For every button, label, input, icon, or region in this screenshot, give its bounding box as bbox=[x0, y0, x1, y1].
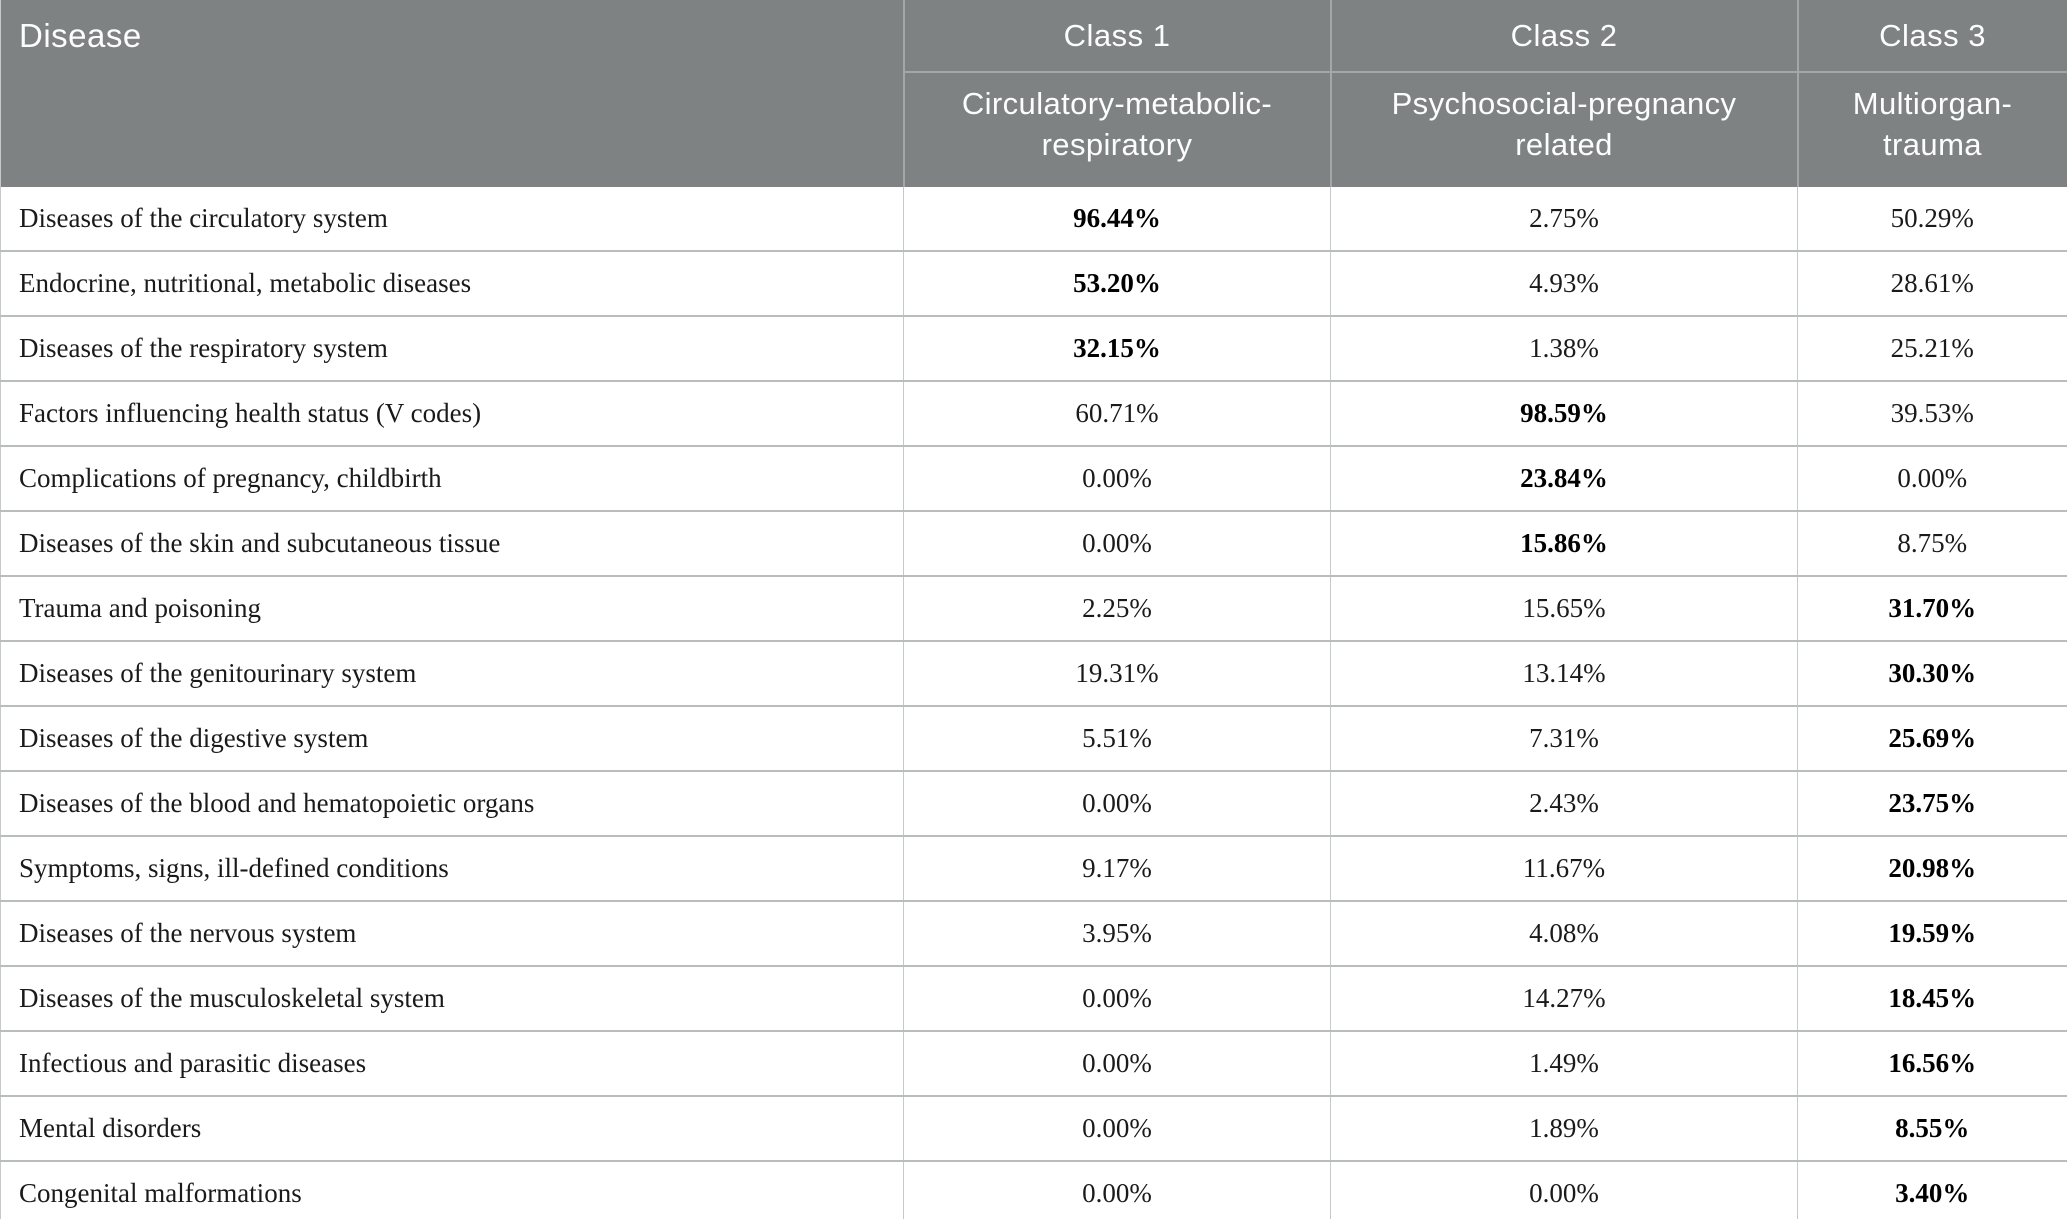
class-2-probability-cell: 4.93% bbox=[1330, 251, 1798, 317]
class-1-probability-cell: 0.00% bbox=[903, 511, 1331, 577]
class-1-probability-cell: 96.44% bbox=[903, 187, 1331, 252]
table-row: Endocrine, nutritional, metabolic diseas… bbox=[0, 251, 2067, 317]
class-1-probability-cell: 0.00% bbox=[903, 771, 1331, 837]
class-2-probability-cell: 14.27% bbox=[1330, 966, 1798, 1032]
class-3-probability-cell: 16.56% bbox=[1797, 1031, 2067, 1097]
class-3-probability-cell: 23.75% bbox=[1797, 771, 2067, 837]
table-row: Symptoms, signs, ill-defined conditions … bbox=[0, 836, 2067, 902]
class-2-probability-cell: 7.31% bbox=[1330, 706, 1798, 772]
class-3-probability-cell: 30.30% bbox=[1797, 641, 2067, 707]
class-1-probability-cell: 2.25% bbox=[903, 576, 1331, 642]
disease-name-cell: Infectious and parasitic diseases bbox=[0, 1031, 904, 1097]
table-row: Factors influencing health status (V cod… bbox=[0, 381, 2067, 447]
class-2-probability-cell: 1.89% bbox=[1330, 1096, 1798, 1162]
class-1-probability-cell: 53.20% bbox=[903, 251, 1331, 317]
disease-name-cell: Diseases of the circulatory system bbox=[0, 187, 904, 252]
class-1-probability-cell: 3.95% bbox=[903, 901, 1331, 967]
class-3-probability-cell: 19.59% bbox=[1797, 901, 2067, 967]
disease-name-cell: Diseases of the blood and hematopoietic … bbox=[0, 771, 904, 837]
column-subheader-class-1: Circulatory-metabolic-respiratory bbox=[902, 71, 1331, 187]
disease-name-cell: Symptoms, signs, ill-defined conditions bbox=[0, 836, 904, 902]
disease-name-cell: Complications of pregnancy, childbirth bbox=[0, 446, 904, 512]
table-row: Congenital malformations 0.00% 0.00% 3.4… bbox=[0, 1161, 2067, 1219]
disease-name-cell: Diseases of the digestive system bbox=[0, 706, 904, 772]
disease-name-cell: Diseases of the genitourinary system bbox=[0, 641, 904, 707]
class-3-probability-cell: 20.98% bbox=[1797, 836, 2067, 902]
class-1-probability-cell: 0.00% bbox=[903, 1096, 1331, 1162]
header-row-classes: Disease Class 1 Class 2 Class 3 bbox=[0, 0, 2067, 187]
disease-name-cell: Endocrine, nutritional, metabolic diseas… bbox=[0, 251, 904, 317]
class-3-probability-cell: 25.69% bbox=[1797, 706, 2067, 772]
table-row: Trauma and poisoning 2.25% 15.65% 31.70% bbox=[0, 576, 2067, 642]
class-3-probability-cell: 8.75% bbox=[1797, 511, 2067, 577]
class-2-probability-cell: 4.08% bbox=[1330, 901, 1798, 967]
class-1-probability-cell: 9.17% bbox=[903, 836, 1331, 902]
table-row: Diseases of the genitourinary system 19.… bbox=[0, 641, 2067, 707]
class-2-probability-cell: 23.84% bbox=[1330, 446, 1798, 512]
class-3-probability-cell: 28.61% bbox=[1797, 251, 2067, 317]
table-row: Diseases of the respiratory system 32.15… bbox=[0, 316, 2067, 382]
table-row: Complications of pregnancy, childbirth 0… bbox=[0, 446, 2067, 512]
class-1-probability-cell: 0.00% bbox=[903, 446, 1331, 512]
class-2-probability-cell: 0.00% bbox=[1330, 1161, 1798, 1219]
column-header-disease: Disease bbox=[0, 0, 904, 187]
column-header-class-3: Class 3 bbox=[1796, 0, 2067, 72]
table-row: Diseases of the circulatory system 96.44… bbox=[0, 187, 2067, 252]
disease-name-cell: Diseases of the respiratory system bbox=[0, 316, 904, 382]
class-3-probability-cell: 0.00% bbox=[1797, 446, 2067, 512]
class-1-probability-cell: 0.00% bbox=[903, 1031, 1331, 1097]
class-2-probability-cell: 15.65% bbox=[1330, 576, 1798, 642]
table-row: Diseases of the nervous system 3.95% 4.0… bbox=[0, 901, 2067, 967]
class-1-probability-cell: 5.51% bbox=[903, 706, 1331, 772]
class-2-probability-cell: 2.43% bbox=[1330, 771, 1798, 837]
class-3-probability-cell: 50.29% bbox=[1797, 187, 2067, 252]
column-subheader-class-3: Multiorgan-trauma bbox=[1796, 71, 2067, 187]
class-3-probability-cell: 31.70% bbox=[1797, 576, 2067, 642]
column-subheader-class-2: Psychosocial-pregnancy related bbox=[1329, 71, 1798, 187]
class-1-probability-cell: 0.00% bbox=[903, 966, 1331, 1032]
table-row: Infectious and parasitic diseases 0.00% … bbox=[0, 1031, 2067, 1097]
class-1-probability-cell: 19.31% bbox=[903, 641, 1331, 707]
class-2-probability-cell: 1.49% bbox=[1330, 1031, 1798, 1097]
class-2-probability-cell: 2.75% bbox=[1330, 187, 1798, 252]
table-row: Diseases of the skin and subcutaneous ti… bbox=[0, 511, 2067, 577]
table-header: Disease Class 1 Class 2 Class 3 Circulat… bbox=[0, 0, 2067, 187]
table-row: Diseases of the blood and hematopoietic … bbox=[0, 771, 2067, 837]
disease-name-cell: Congenital malformations bbox=[0, 1161, 904, 1219]
disease-name-cell: Factors influencing health status (V cod… bbox=[0, 381, 904, 447]
class-2-probability-cell: 98.59% bbox=[1330, 381, 1798, 447]
disease-name-cell: Diseases of the musculoskeletal system bbox=[0, 966, 904, 1032]
disease-name-cell: Diseases of the nervous system bbox=[0, 901, 904, 967]
class-3-probability-cell: 18.45% bbox=[1797, 966, 2067, 1032]
class-3-probability-cell: 25.21% bbox=[1797, 316, 2067, 382]
class-1-probability-cell: 32.15% bbox=[903, 316, 1331, 382]
class-2-probability-cell: 13.14% bbox=[1330, 641, 1798, 707]
column-header-class-1: Class 1 bbox=[902, 0, 1331, 72]
class-2-probability-cell: 15.86% bbox=[1330, 511, 1798, 577]
header-row-class-descriptions: Circulatory-metabolic-respiratory Psycho… bbox=[1, 71, 2067, 187]
class-3-probability-cell: 8.55% bbox=[1797, 1096, 2067, 1162]
class-2-probability-cell: 1.38% bbox=[1330, 316, 1798, 382]
table-row: Diseases of the digestive system 5.51% 7… bbox=[0, 706, 2067, 772]
disease-name-cell: Diseases of the skin and subcutaneous ti… bbox=[0, 511, 904, 577]
table-row: Diseases of the musculoskeletal system 0… bbox=[0, 966, 2067, 1032]
class-1-probability-cell: 60.71% bbox=[903, 381, 1331, 447]
class-2-probability-cell: 11.67% bbox=[1330, 836, 1798, 902]
class-1-probability-cell: 0.00% bbox=[903, 1161, 1331, 1219]
disease-name-cell: Trauma and poisoning bbox=[0, 576, 904, 642]
class-3-probability-cell: 3.40% bbox=[1797, 1161, 2067, 1219]
column-header-class-2: Class 2 bbox=[1329, 0, 1798, 72]
class-3-probability-cell: 39.53% bbox=[1797, 381, 2067, 447]
table-body: Diseases of the circulatory system 96.44… bbox=[0, 187, 2067, 1219]
disease-name-cell: Mental disorders bbox=[0, 1096, 904, 1162]
table-row: Mental disorders 0.00% 1.89% 8.55% bbox=[0, 1096, 2067, 1162]
